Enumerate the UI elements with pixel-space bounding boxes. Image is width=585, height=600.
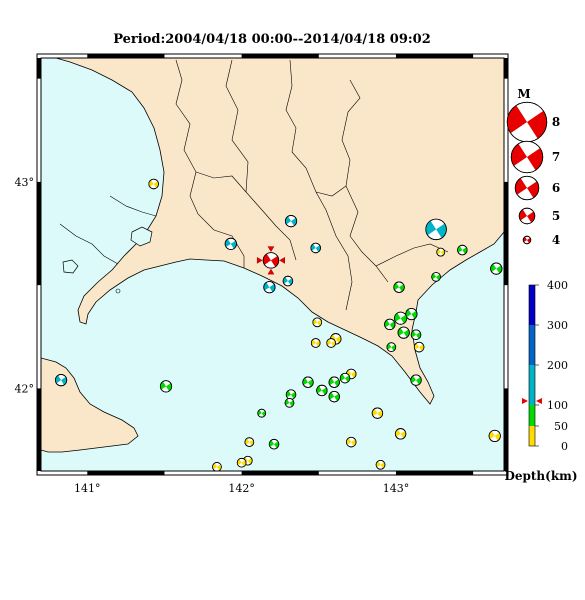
- earthquake-event: [394, 428, 407, 440]
- depth-legend-label: 400: [547, 279, 568, 292]
- earthquake-event: [490, 262, 503, 275]
- earthquake-event: [54, 374, 68, 387]
- earthquake-event: [328, 376, 340, 388]
- earthquake-event: [302, 376, 314, 388]
- earthquake-event: [397, 326, 410, 339]
- depth-legend-label: 300: [547, 319, 568, 332]
- map-title: Period:2004/04/18 00:00--2014/04/18 09:0…: [113, 32, 431, 47]
- earthquake-event: [339, 372, 351, 384]
- depth-color-band: [529, 426, 535, 446]
- earthquake-event: [310, 242, 321, 254]
- earthquake-event: [436, 247, 446, 257]
- current-event: [262, 252, 280, 269]
- longitude-labels: 141° 142° 143°: [74, 482, 409, 495]
- events-layer: [54, 178, 503, 471]
- lake-toya: [62, 259, 79, 274]
- magnitude-legend-label: 8: [552, 115, 560, 129]
- earthquake-event: [371, 407, 384, 419]
- earthquake-event: [410, 374, 422, 386]
- earthquake-event: [326, 338, 336, 348]
- depth-color-band: [529, 325, 535, 365]
- magnitude-legend-symbol: [510, 140, 544, 174]
- current-event-marker: [267, 268, 275, 275]
- magnitude-legend-symbol: [518, 207, 536, 225]
- earthquake-event: [148, 178, 159, 190]
- earthquake-event: [316, 384, 328, 397]
- earthquake-event: [212, 462, 222, 471]
- earthquake-event: [268, 438, 280, 450]
- magnitude-legend-symbol: [514, 175, 540, 201]
- earthquake-event: [488, 429, 501, 442]
- earthquake-event: [257, 408, 267, 418]
- earthquake-event: [159, 380, 173, 393]
- longitude-tick-label: 141°: [74, 482, 101, 495]
- earthquake-event: [384, 318, 396, 331]
- latitude-tick-label: 42°: [15, 382, 35, 395]
- earthquake-event: [224, 237, 237, 250]
- earthquake-event: [282, 275, 294, 287]
- depth-legend-label: 50: [554, 420, 568, 433]
- earthquake-event: [285, 389, 297, 400]
- magnitude-legend: 8 7 6 5 4: [506, 101, 560, 247]
- latitude-labels: 42° 43°: [15, 176, 35, 396]
- earthquake-event: [236, 457, 247, 468]
- small-lake: [115, 288, 121, 294]
- depth-color-band: [529, 365, 535, 405]
- depth-color-band: [529, 405, 535, 426]
- earthquake-event: [457, 244, 468, 256]
- lake-shikotsu: [130, 226, 153, 247]
- earthquake-event: [244, 437, 255, 447]
- earthquake-event: [405, 307, 418, 321]
- magnitude-legend-symbol: [522, 235, 532, 245]
- earthquake-event: [312, 317, 323, 328]
- magnitude-legend-label: 5: [552, 209, 560, 223]
- depth-legend-label: 100: [547, 399, 568, 412]
- magnitude-legend-title: M: [517, 87, 530, 101]
- current-depth-marker: [536, 398, 542, 404]
- earthquake-event: [284, 215, 298, 228]
- earthquake-event: [425, 218, 447, 241]
- magnitude-legend-label: 7: [552, 150, 560, 164]
- earthquake-event: [394, 311, 408, 325]
- depth-legend-label: 200: [547, 359, 568, 372]
- current-depth-marker: [522, 398, 528, 404]
- earthquake-event: [263, 281, 276, 294]
- longitude-tick-label: 143°: [383, 482, 410, 495]
- current-event-marker: [279, 256, 285, 264]
- depth-legend-title: Depth(km): [504, 469, 577, 483]
- earthquake-event: [345, 436, 357, 448]
- magnitude-legend-label: 6: [552, 181, 560, 195]
- earthquake-event: [328, 390, 340, 403]
- latitude-tick-label: 43°: [15, 176, 35, 189]
- depth-color-band: [529, 285, 535, 325]
- earthquake-event: [431, 272, 441, 282]
- current-event-marker: [256, 256, 263, 264]
- earthquake-event: [284, 398, 295, 408]
- current-event-layer: [256, 246, 285, 275]
- earthquake-event: [413, 341, 425, 353]
- depth-legend-label: 0: [561, 440, 568, 453]
- frame-graduation-bars: [37, 54, 508, 475]
- current-event-marker: [267, 246, 275, 253]
- earthquake-event: [386, 342, 397, 352]
- earthquake-event: [310, 338, 321, 348]
- longitude-tick-label: 142°: [228, 482, 255, 495]
- earthquake-event: [393, 281, 405, 293]
- earthquake-event: [375, 459, 386, 470]
- magnitude-legend-label: 4: [552, 233, 560, 247]
- magnitude-legend-symbol: [506, 101, 548, 143]
- earthquake-event: [410, 329, 422, 340]
- depth-legend: 400 300 200 100 50 0: [522, 279, 568, 453]
- admin-boundaries: [59, 59, 449, 311]
